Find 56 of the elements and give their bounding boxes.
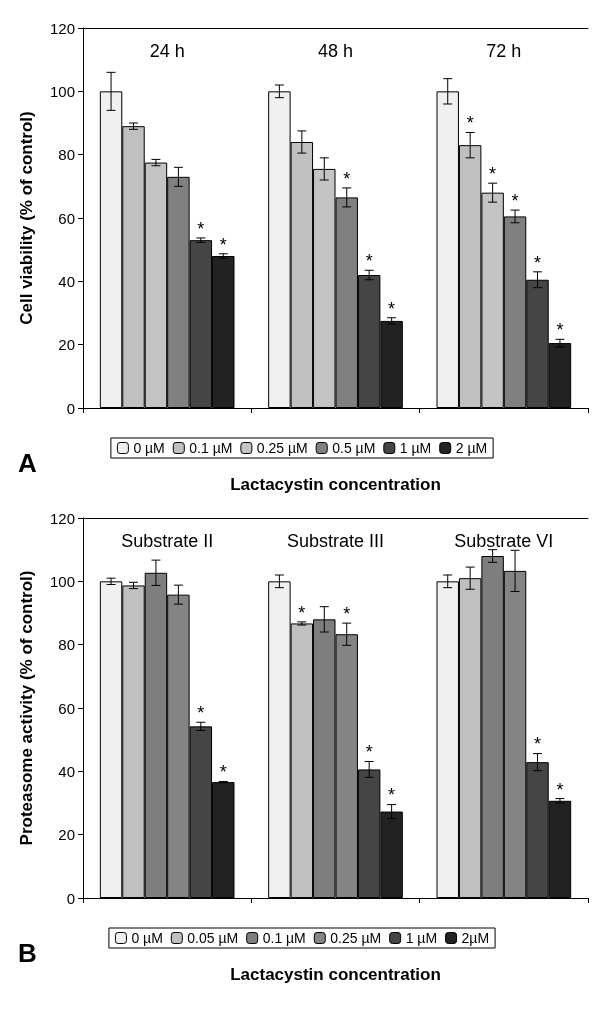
y-tick-label: 120	[49, 19, 75, 37]
y-tick-label: 120	[49, 509, 75, 527]
data-label: *	[533, 252, 542, 273]
data-label: *	[197, 218, 205, 239]
y-tick-label: 80	[58, 146, 75, 164]
legend-label: 2µM	[461, 930, 490, 946]
y-axis-title: Proteasome activity (% of control)	[17, 570, 36, 846]
x-tick-label: 24 h	[149, 41, 185, 61]
y-tick-label: 40	[58, 272, 75, 290]
legend-label: 2 µM	[455, 440, 488, 456]
y-tick-label: 100	[49, 82, 75, 100]
data-label: *	[365, 742, 373, 763]
data-label: *	[511, 191, 519, 211]
data-label: *	[365, 251, 373, 272]
y-tick-label: 20	[58, 826, 75, 844]
y-tick-label: 60	[58, 209, 75, 227]
legend-label: 1 µM	[399, 440, 432, 456]
x-tick-label: 48 h	[317, 41, 354, 61]
y-tick-label: 0	[66, 399, 75, 417]
data-label: *	[533, 734, 542, 755]
legend-label: 0.1 µM	[189, 440, 233, 456]
y-tick-label: 40	[58, 762, 75, 780]
data-label: *	[343, 603, 351, 624]
legend-label: 0 µM	[133, 440, 165, 456]
legend-label: 1 µM	[405, 930, 438, 946]
data-label: *	[388, 298, 396, 319]
x-tick-label: Substrate II	[121, 531, 214, 551]
legend-label: 0.5 µM	[332, 440, 376, 456]
data-label: *	[489, 164, 497, 185]
x-tick-label: Substrate III	[286, 531, 385, 551]
data-label: *	[343, 168, 351, 189]
x-axis-title: Lactacystin concentration	[230, 475, 441, 494]
y-tick-label: 20	[58, 336, 75, 354]
data-label: *	[298, 602, 306, 623]
legend-label: 0.1 µM	[262, 930, 306, 946]
y-tick-label: 100	[49, 572, 75, 590]
y-tick-label: 80	[58, 636, 75, 654]
x-tick-label: Substrate VI	[454, 531, 554, 551]
legend-label: 0.25 µM	[330, 930, 382, 946]
text: A	[18, 448, 37, 478]
text: B	[18, 938, 37, 968]
legend-label: 0 µM	[131, 930, 163, 946]
legend-label: 0.25 µM	[256, 440, 308, 456]
data-label: *	[197, 703, 205, 724]
legend-label: 0.05 µM	[187, 930, 239, 946]
data-label: *	[466, 113, 474, 134]
y-tick-label: 60	[58, 699, 75, 717]
x-axis-title: Lactacystin concentration	[230, 965, 441, 984]
y-axis-title: Cell viability (% of control)	[17, 111, 36, 325]
data-label: *	[556, 320, 564, 341]
data-label: *	[556, 779, 564, 800]
x-tick-label: 72 h	[486, 41, 522, 61]
data-label: *	[219, 234, 227, 255]
y-tick-label: 0	[66, 889, 75, 907]
data-label: *	[388, 785, 396, 806]
data-label: *	[219, 762, 227, 783]
